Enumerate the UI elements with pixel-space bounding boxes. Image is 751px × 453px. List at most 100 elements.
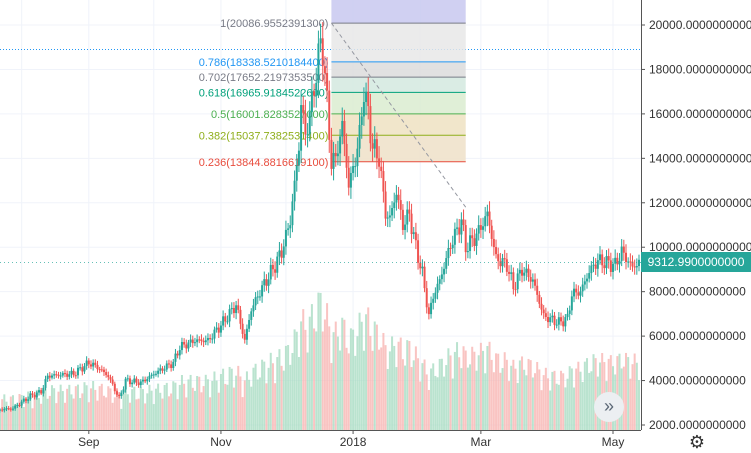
volume-bar (245, 371, 248, 430)
volume-bar (464, 350, 467, 430)
y-tick-label: 18000.0000000000 (649, 62, 751, 76)
volume-bar (191, 387, 194, 430)
volume-bar (109, 388, 112, 430)
candle-body (107, 375, 110, 378)
volume-bar (633, 353, 636, 430)
volume-bar (269, 352, 272, 430)
volume-bar (417, 358, 420, 430)
candle-body (152, 374, 155, 376)
candle-body (536, 285, 539, 295)
volume-bar (27, 391, 30, 430)
volume-bar (20, 395, 23, 430)
chart-settings-button[interactable]: ⚙ (686, 431, 708, 453)
candle-body (633, 266, 636, 268)
candle-body (631, 261, 634, 267)
volume-bar (53, 388, 56, 430)
volume-bar (61, 391, 64, 430)
candle-body (313, 91, 316, 96)
candle-body (423, 266, 426, 289)
candle-body (310, 91, 313, 113)
x-tick-label: May (602, 435, 625, 449)
volume-bar (406, 340, 409, 430)
volume-bar (436, 377, 439, 430)
volume-bar (48, 395, 51, 430)
candle-body (352, 166, 355, 174)
volume-bar (475, 370, 478, 430)
volume-bar (29, 395, 32, 430)
candle-body (211, 338, 214, 340)
y-tick-label: 2000.0000000000 (649, 418, 746, 432)
candle-body (176, 353, 179, 356)
candle-body (72, 370, 75, 376)
candle-body (163, 369, 166, 371)
volume-bar (319, 292, 322, 430)
candle-body (105, 372, 108, 376)
volume-bar (222, 368, 225, 430)
candle-body (245, 328, 248, 340)
candle-body (538, 294, 541, 304)
candle-body (549, 317, 552, 323)
volume-bar (115, 390, 118, 430)
volume-bar (313, 328, 316, 430)
volume-bar (330, 363, 333, 430)
volume-bar (542, 375, 545, 430)
candle-body (525, 268, 528, 273)
volume-bar (18, 394, 21, 430)
volume-bar (187, 379, 190, 430)
volume-bar (352, 329, 355, 430)
candle-body (399, 200, 402, 210)
volume-bar (211, 380, 214, 430)
fib-level-label: 0.236(13844.8816619100) (199, 157, 329, 169)
volume-bar (553, 370, 556, 430)
candle-body (89, 364, 92, 367)
candle-body (115, 391, 118, 395)
volume-bar (490, 359, 493, 430)
volume-bar (46, 398, 49, 430)
scroll-to-realtime-button[interactable]: » (594, 392, 624, 422)
volume-bar (423, 359, 426, 430)
candle-body (603, 265, 606, 269)
candle-body (501, 258, 504, 267)
candle-body (224, 316, 227, 322)
y-axis-ticks: 2000.0000000000 4000.0000000000 6000.00000… (641, 18, 751, 432)
candle-body (63, 373, 66, 375)
candle-body (295, 165, 298, 181)
volume-bar (295, 331, 298, 430)
candle-body (460, 219, 463, 235)
candle-body (527, 268, 530, 278)
candle-body (76, 367, 79, 376)
candle-body (469, 235, 472, 252)
candle-body (347, 167, 350, 188)
volume-bar (226, 384, 229, 430)
volume-bar (135, 399, 138, 430)
volume-bar (358, 312, 361, 430)
volume-bar (326, 303, 329, 430)
candle-body (388, 215, 391, 218)
candle-body (122, 389, 125, 393)
candle-body (456, 227, 459, 229)
candle-body (341, 120, 344, 137)
volume-bar (592, 354, 595, 430)
volume-bar (228, 366, 231, 430)
candle-body (11, 408, 14, 410)
volume-bar (601, 353, 604, 430)
volume-bar (105, 397, 108, 430)
candle-body (74, 375, 77, 377)
fib-level-label: 0.5(16001.8283527000) (211, 109, 328, 121)
volume-bar (206, 379, 209, 430)
volume-bar (445, 365, 448, 430)
volume-bar (440, 358, 443, 430)
volume-bar (523, 369, 526, 430)
candle-body (280, 250, 283, 258)
volume-bar (215, 380, 218, 430)
volume-bar (37, 398, 40, 430)
candle-body (531, 279, 534, 282)
candle-body (200, 339, 203, 341)
candle-body (66, 373, 69, 377)
volume-bar (438, 358, 441, 430)
candle-body (276, 256, 279, 273)
candle-body (570, 296, 573, 311)
volume-bar (55, 403, 58, 430)
